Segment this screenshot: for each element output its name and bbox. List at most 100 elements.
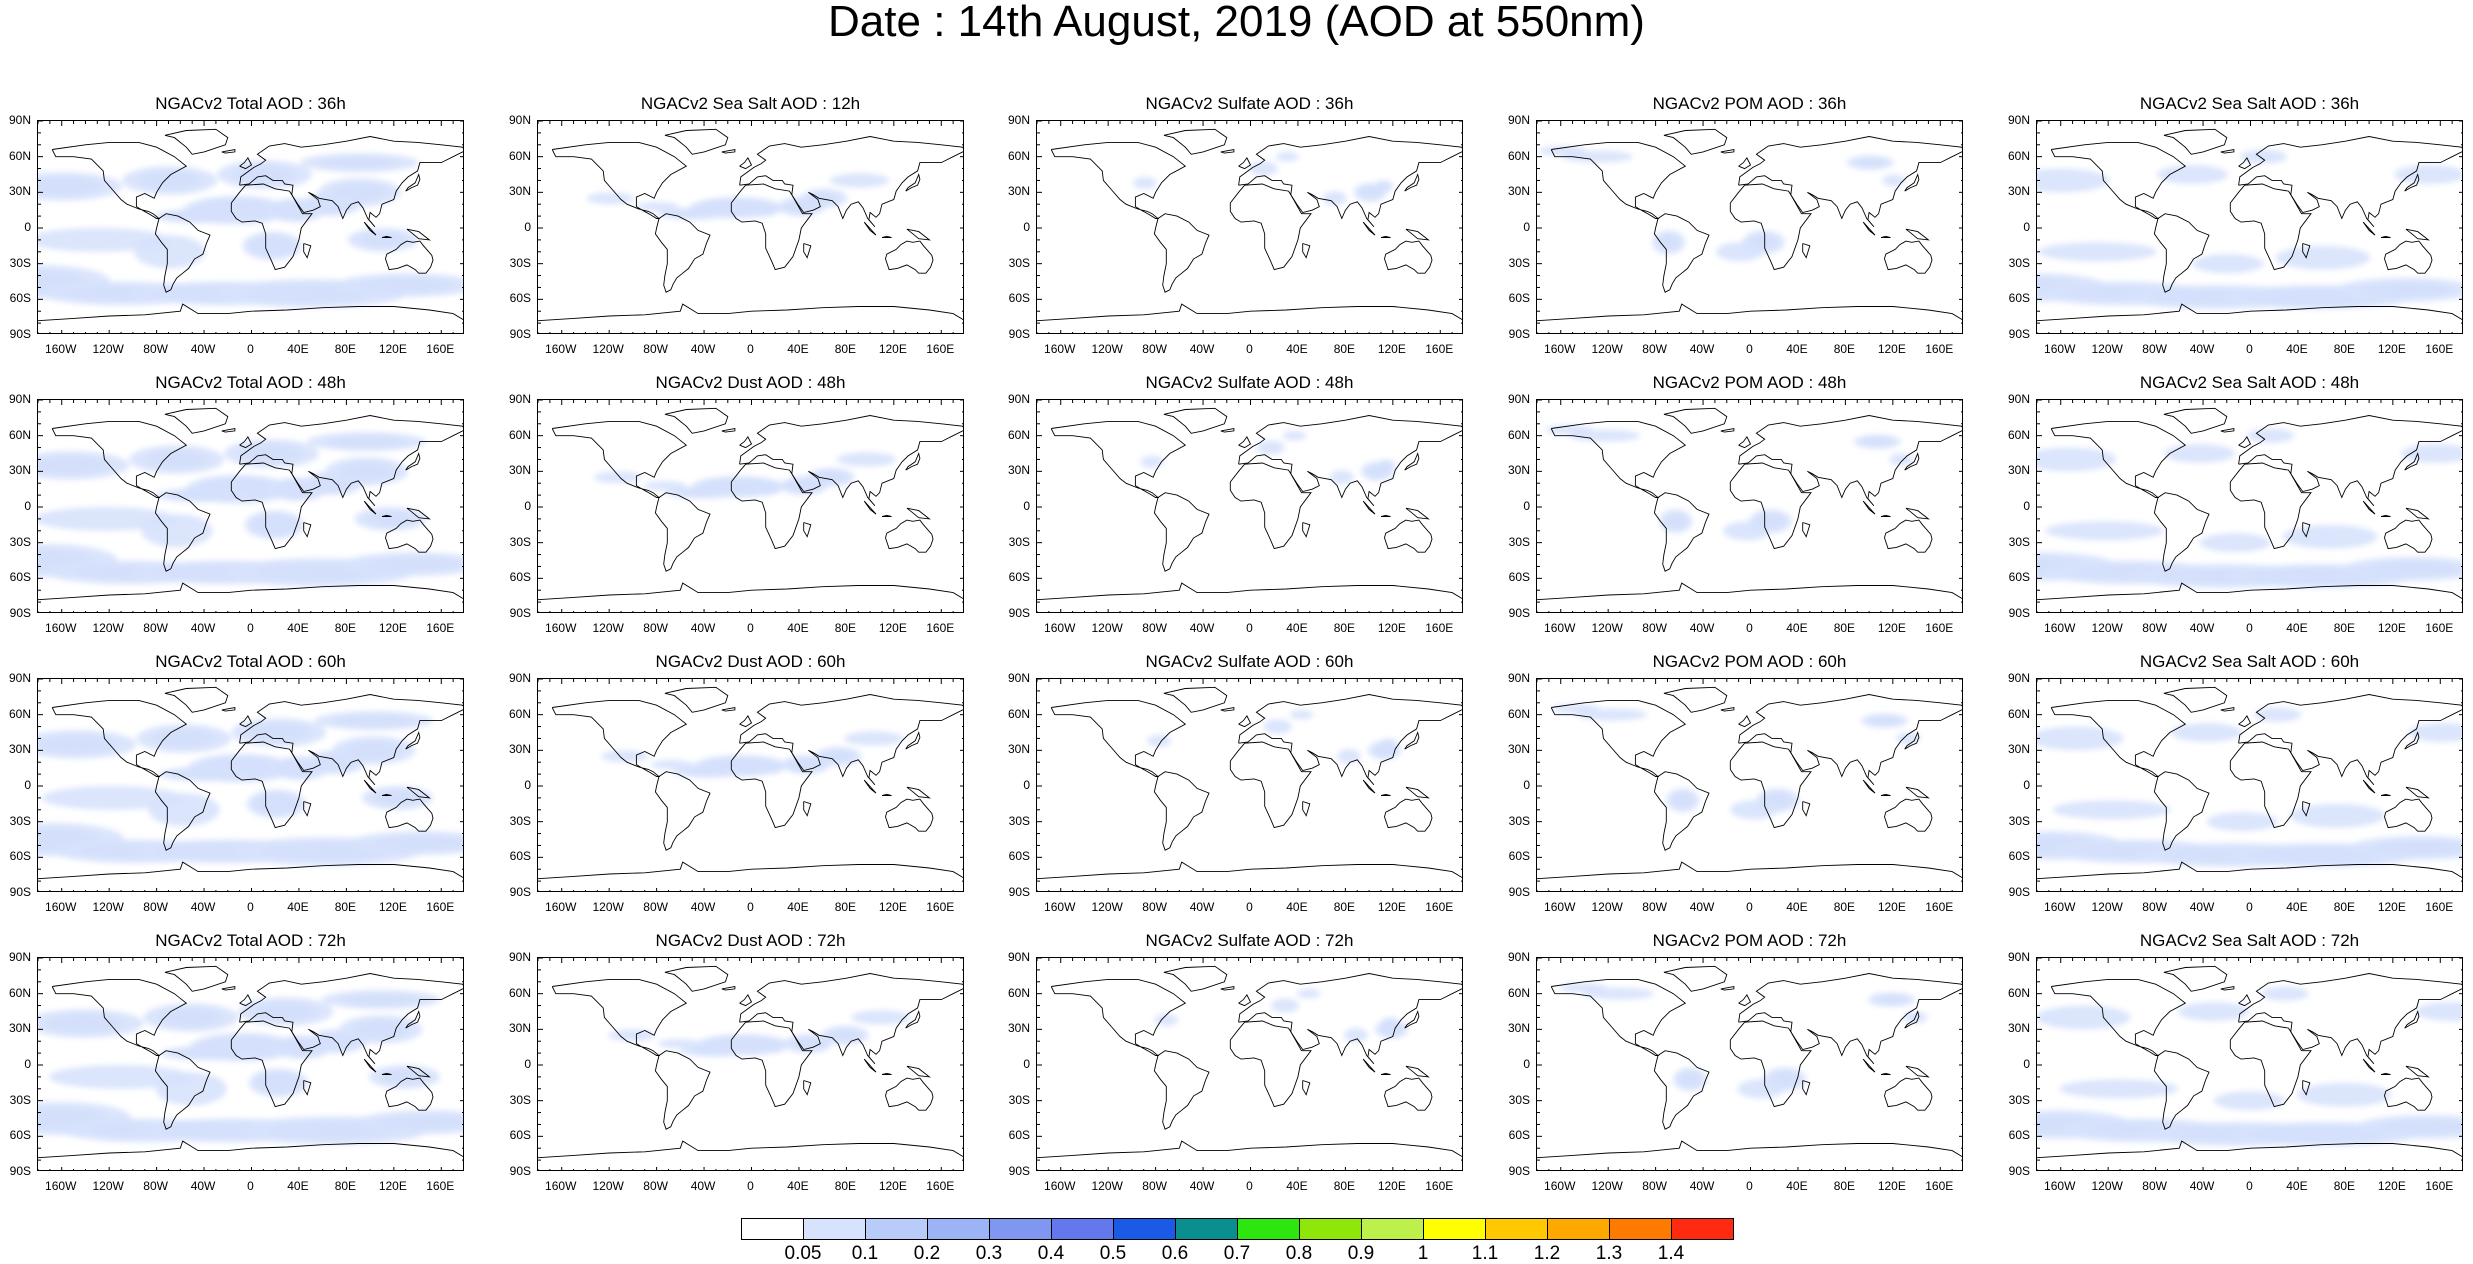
aerosol-plume (1896, 732, 1921, 745)
coastline (239, 157, 253, 170)
aerosol-field (2037, 428, 2462, 588)
coastline (1550, 420, 1687, 498)
latitude-tick-label: 60N (1007, 985, 1030, 1000)
aerosol-plume (2052, 800, 2172, 820)
latitude-tick-label: 90S (9, 885, 31, 899)
latitude-tick-label: 30S (1508, 255, 1530, 270)
coastline (1862, 1058, 1876, 1073)
aerosol-plume (1282, 430, 1307, 441)
aerosol-field (2037, 707, 2462, 867)
longitude-tick-label: 0 (747, 621, 754, 635)
latitude-tick-label: 60N (1007, 148, 1030, 163)
latitude-tick-label: 90S (2008, 606, 2030, 620)
coastline (2405, 786, 2430, 799)
latitude-tick-label: 60N (508, 427, 531, 442)
map-panel: NGACv2 POM AOD : 36h 90N 60N 30N 0 30S 60S 90S 1… (1508, 94, 1963, 355)
coastline (2404, 173, 2420, 192)
aerosol-plume (760, 1041, 785, 1054)
longitude-tick-label: 0 (747, 900, 754, 914)
aerosol-plume (851, 1010, 911, 1025)
aerosol-plume (339, 1015, 423, 1044)
map-area (1036, 120, 1463, 334)
aerosol-plume (332, 736, 416, 765)
aerosol-plume (242, 231, 302, 261)
coastline (1729, 741, 1812, 829)
colorbar-label: 1 (1417, 1243, 1429, 1264)
coastline (1720, 427, 1735, 433)
longitude-tick-label: 120E (878, 342, 907, 356)
coastline (1404, 731, 1420, 750)
panel-title: NGACv2 Total AOD : 72h (155, 931, 346, 950)
longitude-tick-label: 120E (1877, 621, 1906, 635)
coastline (1537, 582, 1962, 601)
coastline (381, 514, 392, 517)
longitude-tick-label: 0 (2246, 900, 2253, 914)
panel-title: NGACv2 Sulfate AOD : 72h (1145, 931, 1354, 950)
longitude-tick-label: 40W (1689, 342, 1715, 356)
latitude-tick-label: 60S (1508, 291, 1530, 306)
latitude-tick-label: 0 (24, 1057, 31, 1071)
longitude-tick-label: 80W (1142, 1179, 1167, 1193)
coastline (2302, 1080, 2311, 1096)
coastline (239, 436, 253, 449)
longitude-tick-label: 120E (1377, 1179, 1406, 1193)
coastline (164, 965, 229, 992)
aerosol-map (1537, 679, 1962, 891)
aerosol-plume (829, 173, 890, 188)
latitude-tick-label: 30S (509, 255, 531, 270)
longitude-tick-label: 0 (747, 342, 754, 356)
coastline (721, 706, 736, 712)
latitude-tick-label: 30N (8, 1021, 31, 1036)
coastline (739, 436, 753, 449)
coastline (1729, 462, 1812, 550)
longitude-tick-label: 0 (1746, 621, 1753, 635)
longitude-tick-label: 40W (190, 1179, 216, 1193)
longitude-tick-label: 80W (643, 1179, 668, 1193)
coastline (1302, 243, 1311, 259)
aerosol-plume (650, 759, 694, 770)
map-panel: NGACv2 Total AOD : 48h 90N 60N 30N 0 30S 60S 90… (9, 373, 464, 634)
aerosol-plume (48, 1065, 192, 1089)
aerosol-plume (1659, 509, 1693, 534)
axis-ticks (1537, 679, 1962, 891)
longitude-tick-label: 120W (1591, 900, 1623, 914)
axis-ticks (1037, 679, 1462, 891)
aerosol-plume (155, 487, 251, 503)
longitude-tick-label: 0 (2246, 1179, 2253, 1193)
coastline (1537, 303, 1962, 322)
panel-title: NGACv2 POM AOD : 60h (1652, 652, 1847, 671)
coastline (1738, 973, 1962, 1065)
aerosol-plume (2289, 803, 2385, 828)
map-area (37, 120, 464, 334)
latitude-tick-label: 90N (508, 113, 531, 127)
longitude-tick-label: 40W (190, 621, 216, 635)
latitude-tick-label: 60S (509, 1128, 531, 1143)
longitude-tick-label: 40W (2189, 1179, 2215, 1193)
latitude-tick-label: 60N (1507, 985, 1530, 1000)
colorbar-swatch (865, 1218, 928, 1240)
longitude-tick-label: 40W (1189, 342, 1215, 356)
map-panel: NGACv2 Sulfate AOD : 60h 90N 60N 30N 0 30S 60S… (1008, 652, 1463, 913)
coastline (2163, 965, 2228, 992)
latitude-tick-label: 60N (2007, 985, 2030, 1000)
latitude-tick-label: 60S (9, 570, 31, 585)
longitude-tick-label: 80E (1833, 900, 1856, 914)
aerosol-plume (844, 731, 904, 746)
aerosol-plume (636, 201, 680, 212)
coastline (1880, 1072, 1891, 1075)
latitude-tick-label: 30N (508, 184, 531, 199)
aerosol-plume (1846, 155, 1895, 170)
longitude-tick-label: 160E (1925, 900, 1954, 914)
aerosol-plume (217, 160, 312, 189)
coastline (2220, 148, 2235, 154)
aerosol-field (593, 452, 897, 499)
coastline (154, 1050, 211, 1130)
colorbar-label: 0.4 (1037, 1243, 1065, 1264)
colorbar-label: 0.05 (784, 1243, 822, 1264)
colorbar-swatch (1423, 1218, 1486, 1240)
longitude-tick-label: 80E (334, 1179, 357, 1193)
coastline (363, 779, 377, 794)
aerosol-plume (2356, 1114, 2462, 1139)
longitude-tick-label: 120E (378, 1179, 407, 1193)
colorbar-label: 1.4 (1657, 1243, 1685, 1264)
